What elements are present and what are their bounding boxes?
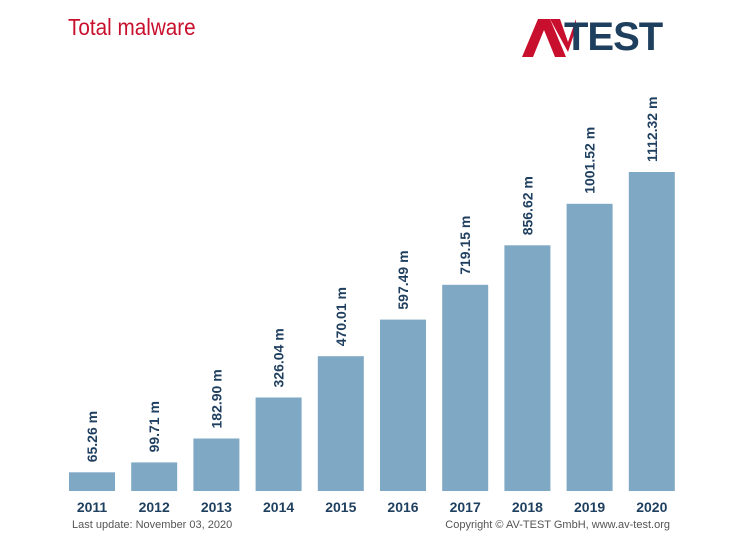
last-update-note: Last update: November 03, 2020 [72,519,233,531]
x-tick-label-2017: 2017 [450,499,481,515]
value-label-2013: 182.90 m [208,369,224,428]
av-test-logo: TEST [520,14,684,60]
x-tick-label-2014: 2014 [263,499,294,515]
bar-2018 [504,245,551,491]
value-label-2019: 1001.52 m [582,127,598,194]
x-tick-label-2019: 2019 [574,499,605,515]
logo-text: TEST [564,15,663,59]
value-label-2016: 597.49 m [395,250,411,309]
value-label-2018: 856.62 m [519,176,535,235]
bar-2015 [317,356,364,491]
bar-2012 [131,462,178,491]
bar-2011 [69,472,115,491]
copyright-note: Copyright © AV-TEST GmbH, www.av-test.or… [445,519,670,531]
x-tick-labels-group: 2011 2012 2013 2014 2015 2016 2017 2018 2019 2020 [77,499,668,515]
x-tick-label-2012: 2012 [139,499,170,515]
x-tick-label-2011: 2011 [77,499,108,515]
x-tick-label-2020: 2020 [636,499,667,515]
x-tick-label-2013: 2013 [201,499,232,515]
x-tick-label-2018: 2018 [512,499,543,515]
value-label-2017: 719.15 m [457,216,473,275]
value-label-2012: 99.71 m [146,401,162,452]
x-tick-label-2016: 2016 [387,499,418,515]
logo-av-mark [522,19,576,57]
bar-2016 [380,319,426,491]
value-label-2011: 65.26 m [84,411,100,462]
value-label-2014: 326.04 m [271,328,287,387]
value-labels-group: 65.26 m 99.71 m 182.90 m 326.04 m 470.01 m 59… [84,97,660,463]
bar-2017 [442,284,489,491]
x-tick-label-2015: 2015 [325,499,356,515]
bar-2013 [193,438,240,491]
value-label-2020: 1112.32 m [644,97,660,162]
chart-title: Total malware [68,14,196,40]
bar-2014 [255,397,302,491]
bar-2019 [566,203,613,492]
bar-2020 [628,172,675,491]
value-label-2015: 470.01 m [333,287,349,346]
bars-group [69,172,675,492]
